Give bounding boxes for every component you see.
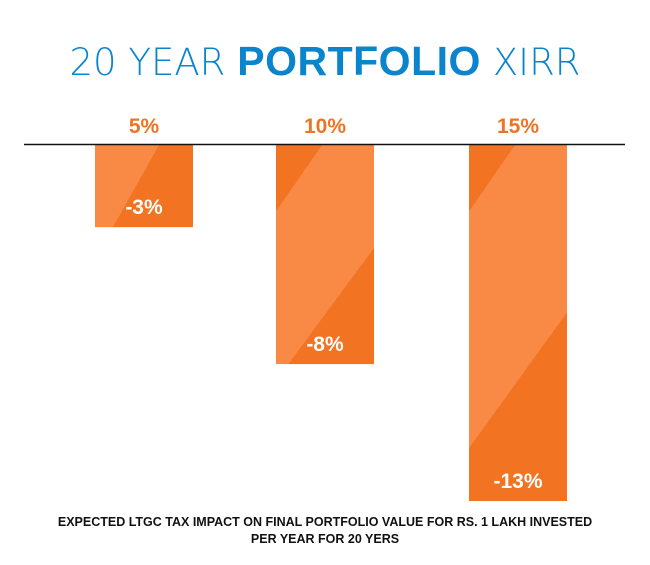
bar-shade-bottom [469, 312, 567, 501]
value-label: -13% [493, 470, 542, 493]
category-label: 5% [129, 115, 160, 138]
bars-group [95, 145, 567, 501]
title-part-3: XIRR [492, 41, 581, 84]
category-label: 10% [304, 115, 346, 138]
footnote-line-2: PER YEAR FOR 20 YERS [250, 532, 400, 546]
bar-15% [469, 145, 567, 501]
chart-footnote: EXPECTED LTGC TAX IMPACT ON FINAL PORTFO… [20, 514, 630, 548]
chart-title: 20 YEAR PORTFOLIO XIRR [0, 38, 650, 85]
title-part-1: 20 YEAR [69, 41, 226, 84]
value-label: -3% [125, 196, 163, 219]
footnote-line-1: EXPECTED LTGC TAX IMPACT ON FINAL PORTFO… [57, 515, 593, 529]
title-part-2: PORTFOLIO [237, 38, 481, 84]
bar-shade-top [469, 145, 515, 212]
value-label: -8% [306, 333, 344, 356]
bar-shade-right [113, 145, 193, 228]
bar-10% [276, 145, 374, 365]
bar-shade-bottom [288, 247, 374, 365]
bar-5% [95, 145, 193, 228]
bar-shade-top [276, 145, 322, 212]
labels-group: 5% -3% 10% -8% 15% -13% [125, 115, 543, 493]
category-label: 15% [497, 115, 539, 138]
